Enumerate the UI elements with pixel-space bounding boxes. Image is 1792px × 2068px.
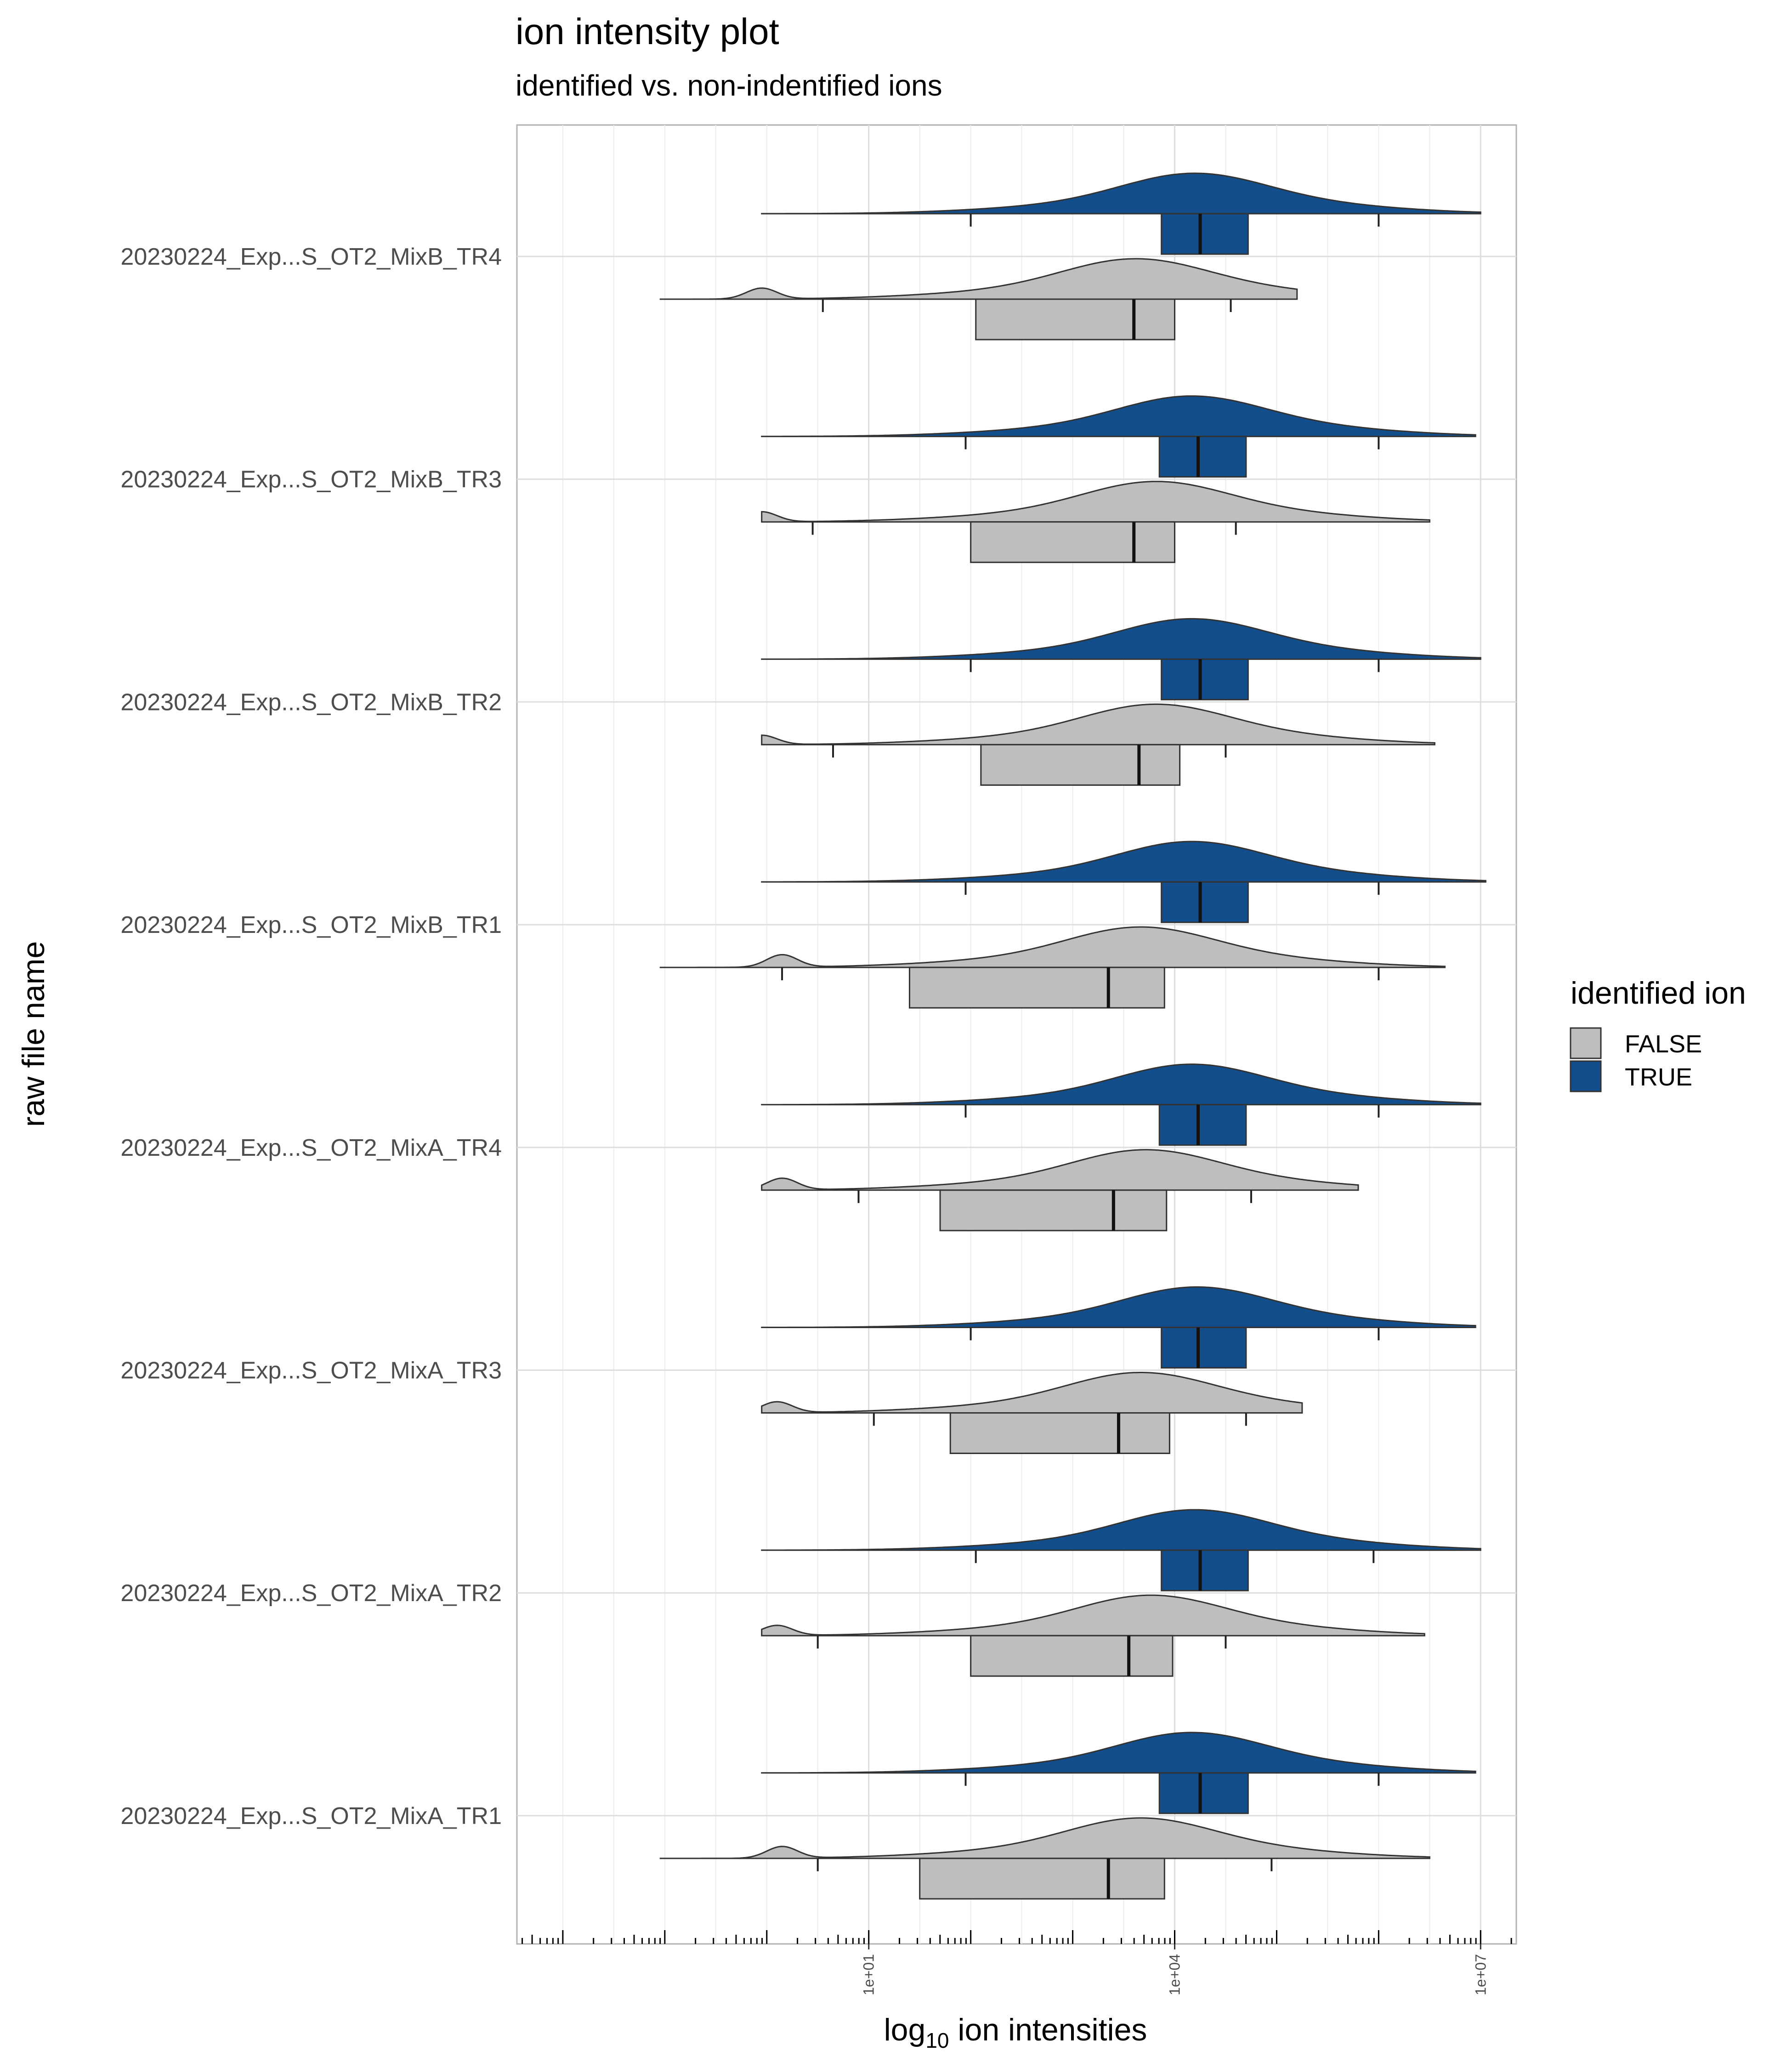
box-true (1158, 436, 1247, 478)
ridge-row (761, 1286, 1476, 1454)
y-tick-label: 20230224_Exp...S_OT2_MixB_TR2 (120, 689, 502, 716)
box-true (1161, 1327, 1247, 1369)
density-true (761, 172, 1481, 215)
density-false (761, 703, 1435, 745)
x-tick-label: 1e+04 (1167, 1954, 1183, 1995)
ridge-row (761, 618, 1481, 786)
y-tick-label: 20230224_Exp...S_OT2_MixB_TR1 (120, 912, 502, 938)
density-true (761, 841, 1486, 883)
density-true (761, 1732, 1476, 1774)
ridge-row (761, 395, 1476, 563)
box-false (975, 298, 1176, 341)
density-false (761, 1594, 1425, 1636)
x-axis-title-log: log (884, 2012, 926, 2047)
ridge-row (659, 172, 1481, 341)
box-false (949, 1412, 1170, 1454)
density-true (761, 1063, 1481, 1106)
x-tick-label: 1e+07 (1472, 1954, 1489, 1995)
x-axis: 1e+01 1e+04 1e+07 (522, 1930, 1512, 1995)
ridge-row (761, 1509, 1481, 1677)
box-true (1161, 881, 1249, 923)
legend-label-false: FALSE (1625, 1030, 1702, 1058)
x-axis-title-rest: ion intensities (949, 2012, 1147, 2047)
box-true (1158, 1772, 1249, 1814)
density-false (761, 1372, 1303, 1414)
ridge-row (659, 1732, 1476, 1900)
box-false (980, 744, 1181, 786)
chart-subtitle: identified vs. non-indentified ions (516, 69, 942, 102)
ridge-row (659, 841, 1486, 1009)
box-true (1161, 1549, 1249, 1591)
box-false (919, 1858, 1165, 1900)
box-true (1161, 213, 1249, 255)
y-tick-label: 20230224_Exp...S_OT2_MixA_TR1 (120, 1803, 502, 1829)
y-tick-label: 20230224_Exp...S_OT2_MixA_TR2 (120, 1580, 502, 1607)
legend-title: identified ion (1571, 976, 1746, 1011)
legend-label-true: TRUE (1625, 1063, 1692, 1091)
density-true (761, 618, 1481, 660)
x-axis-title-base: 10 (925, 2028, 949, 2052)
y-tick-label: 20230224_Exp...S_OT2_MixA_TR3 (120, 1358, 502, 1384)
density-true (761, 1509, 1481, 1551)
legend: identified ion FALSE TRUE (1570, 976, 1746, 1092)
y-tick-label: 20230224_Exp...S_OT2_MixB_TR3 (120, 466, 502, 493)
x-axis-title: log10 ion intensities (884, 2012, 1147, 2052)
density-true (761, 395, 1476, 437)
box-false (970, 521, 1176, 563)
ridge-row (761, 1063, 1481, 1232)
density-false (761, 481, 1430, 523)
box-false (908, 966, 1165, 1009)
legend-swatch-false (1570, 1027, 1602, 1059)
y-tick-label: 20230224_Exp...S_OT2_MixB_TR4 (120, 244, 502, 270)
box-false (970, 1635, 1174, 1677)
y-axis-title: raw file name (16, 941, 51, 1127)
density-false (761, 1149, 1359, 1191)
y-tick-label: 20230224_Exp...S_OT2_MixA_TR4 (120, 1135, 502, 1161)
density-false (659, 926, 1446, 968)
box-false (939, 1189, 1168, 1232)
box-true (1158, 1104, 1247, 1146)
legend-swatch-true (1570, 1060, 1602, 1092)
density-false (659, 258, 1298, 300)
chart-title: ion intensity plot (516, 11, 779, 52)
density-true (761, 1286, 1476, 1328)
y-axis-labels: 20230224_Exp...S_OT2_MixB_TR4 20230224_Ex… (120, 244, 502, 1829)
x-tick-label: 1e+01 (861, 1954, 877, 1995)
ridge-series (659, 172, 1486, 1900)
box-true (1161, 658, 1249, 700)
density-false (659, 1817, 1430, 1859)
